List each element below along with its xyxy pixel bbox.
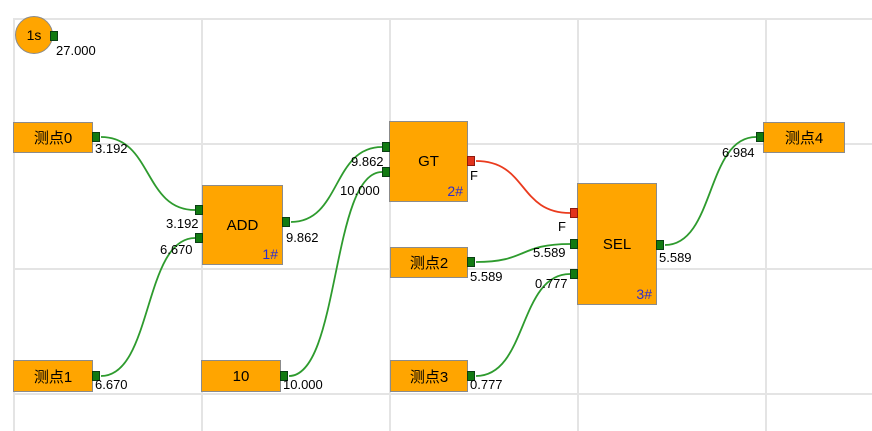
wire[interactable] bbox=[100, 237, 196, 377]
node-const10[interactable]: 10 bbox=[201, 360, 281, 392]
output-port[interactable] bbox=[467, 156, 475, 166]
value-label: 5.589 bbox=[533, 245, 566, 260]
input-port[interactable] bbox=[570, 269, 578, 279]
value-label: 3.192 bbox=[95, 141, 128, 156]
value-label: 6.984 bbox=[722, 145, 755, 160]
node-label: GT bbox=[418, 153, 439, 170]
value-label: 27.000 bbox=[56, 43, 96, 58]
node-index-label: 1# bbox=[262, 246, 278, 262]
value-label: 6.670 bbox=[95, 377, 128, 392]
value-label: 5.589 bbox=[470, 269, 503, 284]
node-point4[interactable]: 测点4 bbox=[763, 122, 845, 153]
output-port[interactable] bbox=[280, 371, 288, 381]
input-port[interactable] bbox=[195, 205, 203, 215]
output-port[interactable] bbox=[656, 240, 664, 250]
node-label: 测点2 bbox=[409, 255, 449, 272]
output-port[interactable] bbox=[92, 371, 100, 381]
value-label: 0.777 bbox=[535, 276, 568, 291]
input-port[interactable] bbox=[570, 208, 578, 218]
timer-node[interactable]: 1s bbox=[15, 16, 53, 54]
node-index-label: 3# bbox=[636, 286, 652, 302]
value-label: 9.862 bbox=[351, 154, 384, 169]
value-label: F bbox=[558, 219, 566, 234]
input-port[interactable] bbox=[756, 132, 764, 142]
output-port[interactable] bbox=[467, 371, 475, 381]
node-gt[interactable]: GT 2# bbox=[389, 121, 468, 202]
node-label: SEL bbox=[602, 235, 632, 253]
output-port[interactable] bbox=[50, 31, 58, 41]
value-label: 5.589 bbox=[659, 250, 692, 265]
wire[interactable] bbox=[100, 136, 196, 211]
value-label: 3.192 bbox=[166, 216, 199, 231]
value-label: F bbox=[470, 168, 478, 183]
value-label: 0.777 bbox=[470, 377, 503, 392]
node-label: 10 bbox=[232, 367, 250, 385]
wire[interactable] bbox=[664, 136, 757, 246]
node-point0[interactable]: 测点0 bbox=[13, 122, 93, 153]
node-point1[interactable]: 测点1 bbox=[13, 360, 93, 392]
node-sel[interactable]: SEL 3# bbox=[577, 183, 657, 305]
wire[interactable] bbox=[475, 273, 571, 377]
input-port[interactable] bbox=[382, 142, 390, 152]
node-label: 测点0 bbox=[33, 130, 73, 147]
node-label: 测点3 bbox=[409, 368, 449, 386]
output-port[interactable] bbox=[467, 257, 475, 267]
node-label: 测点1 bbox=[33, 368, 73, 386]
wire[interactable] bbox=[475, 243, 571, 263]
value-label: 10.000 bbox=[340, 183, 380, 198]
wire[interactable] bbox=[290, 146, 383, 223]
value-label: 10.000 bbox=[283, 377, 323, 392]
node-label: 测点4 bbox=[784, 130, 824, 147]
wire[interactable] bbox=[288, 171, 383, 377]
input-port[interactable] bbox=[195, 233, 203, 243]
node-label: ADD bbox=[226, 216, 259, 234]
input-port[interactable] bbox=[570, 239, 578, 249]
value-label: 6.670 bbox=[160, 242, 193, 257]
output-port[interactable] bbox=[92, 132, 100, 142]
value-label: 9.862 bbox=[286, 230, 319, 245]
wire[interactable] bbox=[475, 160, 571, 214]
node-index-label: 2# bbox=[447, 183, 463, 199]
timer-label: 1s bbox=[26, 27, 42, 43]
node-point3[interactable]: 测点3 bbox=[390, 360, 468, 392]
input-port[interactable] bbox=[382, 167, 390, 177]
node-point2[interactable]: 测点2 bbox=[390, 247, 468, 278]
node-add[interactable]: ADD 1# bbox=[202, 185, 283, 265]
output-port[interactable] bbox=[282, 217, 290, 227]
